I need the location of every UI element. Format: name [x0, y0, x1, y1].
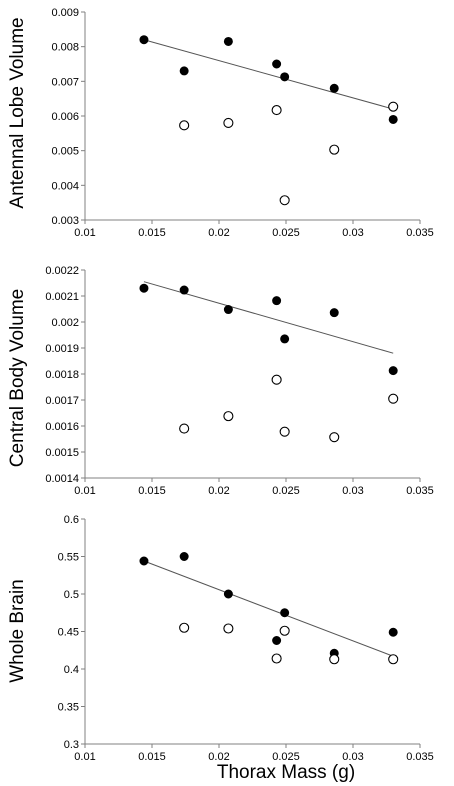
x-tick-label: 0.025 [272, 751, 300, 763]
x-tick-label: 0.03 [342, 227, 363, 239]
trendline [143, 560, 394, 657]
x-tick-label: 0.025 [272, 485, 300, 497]
filled-point [272, 296, 282, 306]
y-tick-label: 0.6 [64, 514, 79, 526]
y-tick-label: 0.0016 [45, 421, 79, 433]
filled-point [139, 35, 149, 45]
x-tick-label: 0.025 [272, 227, 300, 239]
open-point [388, 393, 399, 404]
open-point [179, 622, 190, 633]
x-tick-label: 0.015 [138, 751, 166, 763]
open-point [279, 625, 290, 636]
x-tick-label: 0.02 [208, 227, 229, 239]
filled-point [280, 334, 290, 344]
y-tick-label: 0.45 [58, 627, 79, 639]
y-tick-label: 0.006 [51, 111, 79, 123]
filled-point [139, 283, 149, 293]
y-tick-label: 0.007 [51, 76, 79, 88]
y-tick-label: 0.009 [51, 7, 79, 19]
y-axis-label: Whole Brain [7, 579, 28, 683]
filled-point [223, 305, 233, 315]
filled-point [272, 636, 282, 645]
filled-point [329, 83, 339, 93]
filled-point [388, 627, 398, 637]
open-point [279, 426, 290, 437]
y-tick-label: 0.35 [58, 702, 79, 714]
trendline [143, 39, 394, 110]
y-tick-label: 0.0018 [45, 369, 79, 381]
open-point [271, 105, 282, 116]
y-tick-label: 0.002 [51, 317, 79, 329]
x-tick-label: 0.01 [74, 751, 95, 763]
y-tick-label: 0.0015 [45, 447, 79, 459]
y-tick-label: 0.004 [51, 180, 79, 192]
x-tick-label: 0.03 [342, 751, 363, 763]
open-point [223, 411, 234, 422]
open-point [388, 654, 399, 665]
filled-point [139, 556, 149, 566]
open-point [388, 101, 399, 112]
filled-point [280, 72, 290, 82]
panel-central-body: Central Body Volume 0.0014 0.0015 0.0016 0.… [7, 265, 434, 497]
y-tick-label: 0.0014 [45, 473, 79, 485]
filled-point [329, 308, 339, 318]
open-point [271, 374, 282, 385]
y-tick-label: 0.0019 [45, 343, 79, 355]
filled-point [280, 608, 290, 618]
open-point [223, 117, 234, 128]
x-tick-label: 0.01 [74, 485, 95, 497]
x-tick-label: 0.035 [406, 751, 434, 763]
x-tick-label: 0.015 [138, 485, 166, 497]
y-tick-label: 0.5 [64, 589, 79, 601]
filled-point [272, 59, 282, 69]
y-tick-label: 0.4 [64, 664, 79, 676]
x-tick-label: 0.02 [208, 485, 229, 497]
panel-whole-brain: Whole Brain 0.3 0.35 0.4 0.45 0.5 0.55 0.6 0.01… [7, 514, 434, 783]
filled-point [223, 36, 233, 46]
x-tick-label: 0.03 [342, 485, 363, 497]
panel-antennal-lobe: Antennal Lobe Volume 0.003 0.004 0.005 0.00… [7, 7, 434, 239]
open-point [179, 423, 190, 434]
filled-point [179, 552, 189, 561]
filled-point [388, 366, 398, 376]
open-point [271, 653, 282, 664]
open-point [279, 195, 290, 206]
y-tick-label: 0.003 [51, 215, 79, 227]
y-axis-label: Central Body Volume [7, 289, 28, 468]
open-point [329, 144, 340, 155]
y-tick-label: 0.005 [51, 146, 79, 158]
x-axis-label: Thorax Mass (g) [217, 762, 355, 783]
y-tick-label: 0.0017 [45, 395, 79, 407]
y-axis-label: Antennal Lobe Volume [7, 17, 28, 208]
y-tick-label: 0.3 [64, 739, 79, 751]
x-tick-label: 0.01 [74, 227, 95, 239]
y-tick-label: 0.008 [51, 42, 79, 54]
open-point [179, 120, 190, 131]
x-tick-label: 0.035 [406, 227, 434, 239]
filled-point [179, 66, 189, 76]
open-point [329, 432, 340, 443]
open-point [223, 623, 234, 634]
x-tick-label: 0.015 [138, 227, 166, 239]
x-tick-label: 0.02 [208, 751, 229, 763]
filled-point [388, 114, 398, 124]
filled-point [223, 589, 233, 599]
filled-point [179, 285, 189, 295]
y-tick-label: 0.55 [58, 552, 79, 564]
y-tick-label: 0.0022 [45, 265, 79, 277]
open-point [329, 654, 340, 665]
y-tick-label: 0.0021 [45, 291, 79, 303]
x-tick-label: 0.035 [406, 485, 434, 497]
